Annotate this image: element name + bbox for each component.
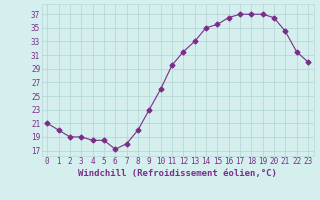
X-axis label: Windchill (Refroidissement éolien,°C): Windchill (Refroidissement éolien,°C): [78, 169, 277, 178]
